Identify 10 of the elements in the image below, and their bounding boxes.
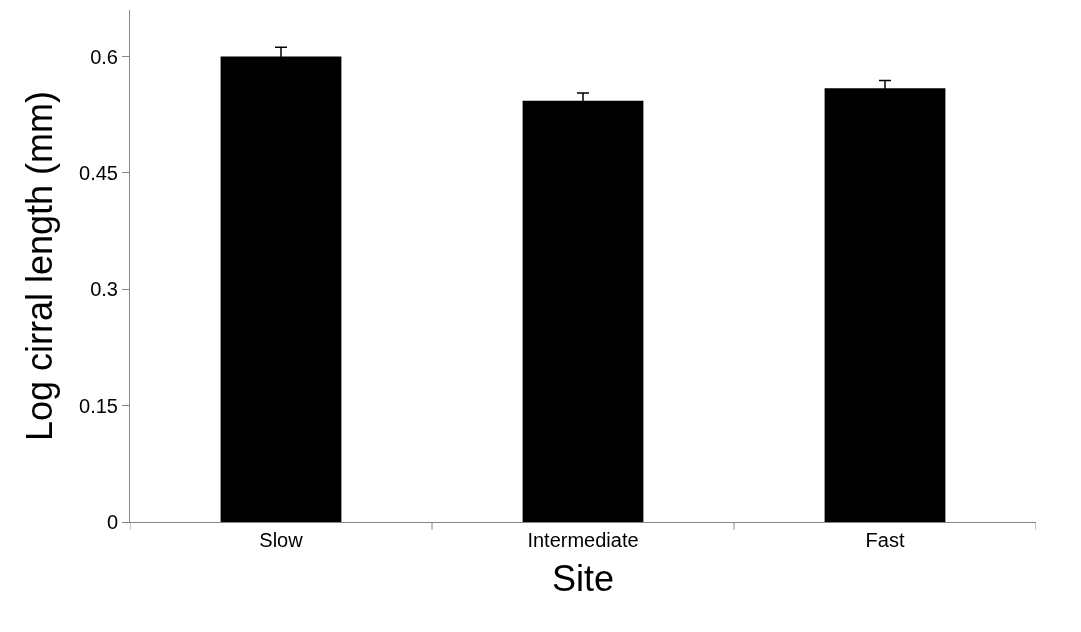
y-tick-label: 0.6: [90, 45, 118, 68]
y-tick-label: 0.45: [79, 161, 118, 184]
y-tick-label: 0.3: [90, 278, 118, 301]
y-axis-title: Log cirral length (mm): [18, 90, 60, 442]
x-tick-label: Fast: [865, 529, 905, 551]
y-tick-label: 0: [106, 511, 118, 533]
y-tick-label: 0.15: [79, 394, 118, 417]
x-tick-label: Slow: [259, 529, 304, 551]
x-tick-label: Intermediate: [527, 529, 639, 551]
x-axis-title: Site: [551, 557, 615, 599]
